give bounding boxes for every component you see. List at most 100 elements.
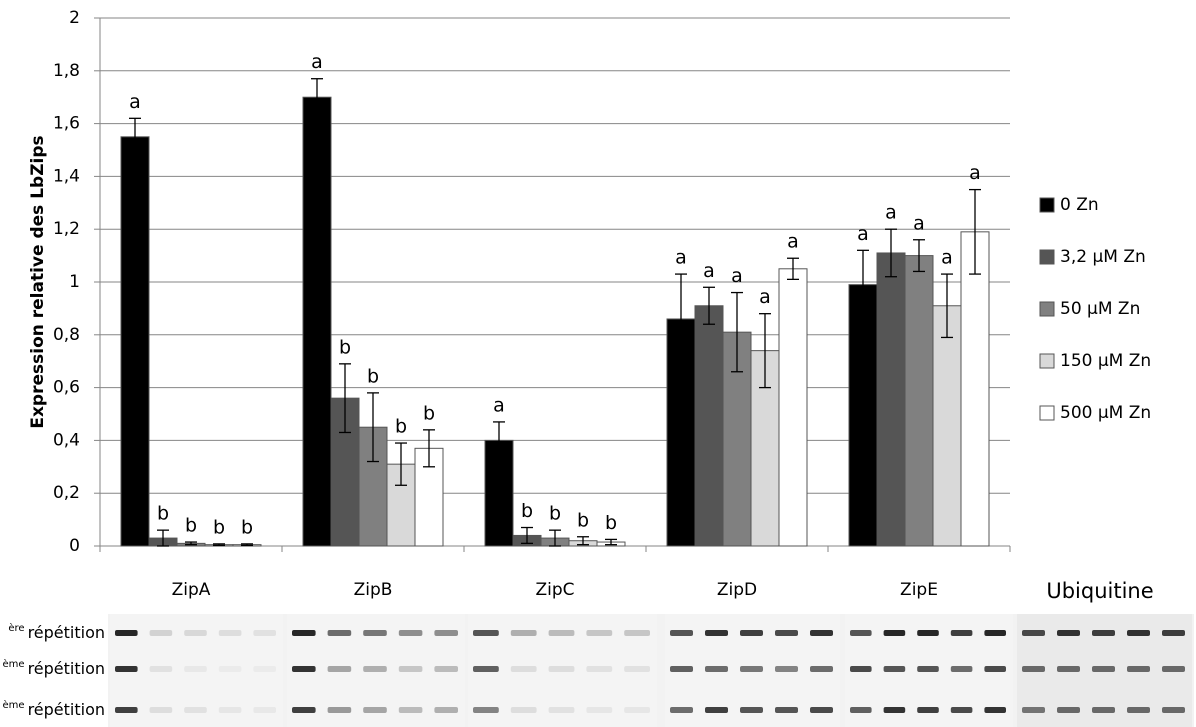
gel-band	[398, 630, 423, 636]
gel-row-sup: ère	[8, 622, 24, 634]
significance-letter: a	[941, 247, 953, 269]
significance-letter: b	[367, 365, 379, 387]
y-tick-label: 0,6	[53, 378, 80, 398]
legend-swatch	[1039, 197, 1055, 213]
gel-band	[548, 630, 575, 636]
legend-swatch	[1039, 249, 1055, 265]
gel-band	[850, 630, 872, 636]
gel-band	[984, 707, 1006, 713]
gel-band	[950, 707, 973, 713]
x-tick-label: ZipA	[172, 580, 211, 600]
significance-letter: b	[521, 500, 533, 522]
gel-band	[624, 666, 650, 672]
error-bar	[577, 536, 589, 546]
error-bar	[605, 538, 617, 546]
gel-band	[510, 707, 537, 713]
error-bar	[759, 313, 771, 389]
x-tick-label: ZipC	[535, 580, 574, 600]
gel-band	[1057, 707, 1080, 713]
y-tick-label: 0,2	[53, 483, 80, 503]
error-bar	[367, 392, 379, 463]
gel-band	[473, 666, 499, 672]
legend-swatch	[1039, 353, 1055, 369]
error-bar	[885, 228, 897, 278]
gel-band	[775, 666, 798, 672]
x-tick-label: ZipD	[717, 580, 757, 600]
significance-letter: a	[759, 286, 771, 308]
bar	[932, 305, 962, 547]
significance-letter: a	[675, 247, 687, 269]
gel-band	[883, 630, 906, 636]
gel-panel	[110, 614, 283, 727]
gel-band	[1057, 630, 1080, 636]
gel-band	[1127, 666, 1150, 672]
gel-band	[775, 707, 798, 713]
error-bar	[857, 249, 869, 320]
y-tick-label: 1,6	[53, 114, 80, 134]
significance-letter: b	[157, 503, 169, 525]
significance-letter: a	[857, 223, 869, 245]
gel-band	[253, 630, 276, 636]
gel-band	[473, 630, 499, 636]
significance-letter: a	[969, 162, 981, 184]
significance-letter: a	[885, 202, 897, 224]
gel-band	[883, 707, 906, 713]
bar	[960, 231, 990, 547]
bar	[848, 284, 878, 547]
gel-row-sup: ème	[3, 658, 25, 670]
legend-label: 50 µM Zn	[1060, 299, 1140, 319]
gel-band	[740, 666, 763, 672]
bar	[778, 268, 808, 547]
gel-row-label: ère répétition	[8, 622, 105, 642]
gel-band	[850, 666, 872, 672]
gel-band	[363, 666, 387, 672]
gel-band	[363, 630, 387, 636]
y-tick-label: 1,8	[53, 61, 80, 81]
gel-band	[548, 666, 575, 672]
gel-row-text: répétition	[28, 623, 105, 642]
error-bar	[423, 429, 435, 468]
error-bar	[521, 526, 533, 545]
significance-letter: b	[185, 515, 197, 537]
legend-swatch	[1039, 301, 1055, 317]
y-tick-label: 2	[69, 8, 80, 28]
gel-band	[149, 630, 173, 636]
gel-band	[510, 666, 537, 672]
gel-band	[434, 707, 458, 713]
y-tick-label: 1	[69, 272, 80, 292]
error-bar	[157, 529, 169, 547]
gel-band	[810, 630, 833, 636]
gel-band	[327, 707, 352, 713]
significance-letter: a	[493, 394, 505, 416]
significance-letter: a	[703, 260, 715, 282]
gel-band	[149, 666, 173, 672]
gel-band	[705, 666, 728, 672]
gel-band	[624, 630, 650, 636]
gel-band	[218, 630, 242, 636]
x-tick-label: ZipB	[354, 580, 393, 600]
y-tick-label: 0,8	[53, 325, 80, 345]
significance-letter: b	[213, 516, 225, 538]
gel-band	[950, 666, 973, 672]
gel-band	[917, 630, 939, 636]
significance-letter: a	[129, 91, 141, 113]
gel-band	[740, 707, 763, 713]
gel-band	[1162, 666, 1185, 672]
gel-band	[586, 630, 613, 636]
error-bar	[339, 363, 351, 434]
error-bar	[703, 286, 715, 325]
legend-label: 500 µM Zn	[1060, 403, 1151, 423]
gel-band	[1092, 666, 1115, 672]
significance-letter: a	[311, 51, 323, 73]
gel-band	[327, 666, 352, 672]
gel-band	[670, 666, 693, 672]
gel-band	[115, 666, 138, 672]
gel-row-text: répétition	[28, 700, 105, 719]
gel-band	[434, 630, 458, 636]
gel-band	[810, 707, 833, 713]
gel-band	[1022, 666, 1045, 672]
gel-row-text: répétition	[28, 659, 105, 678]
gel-band	[115, 630, 138, 636]
gel-band	[624, 707, 650, 713]
